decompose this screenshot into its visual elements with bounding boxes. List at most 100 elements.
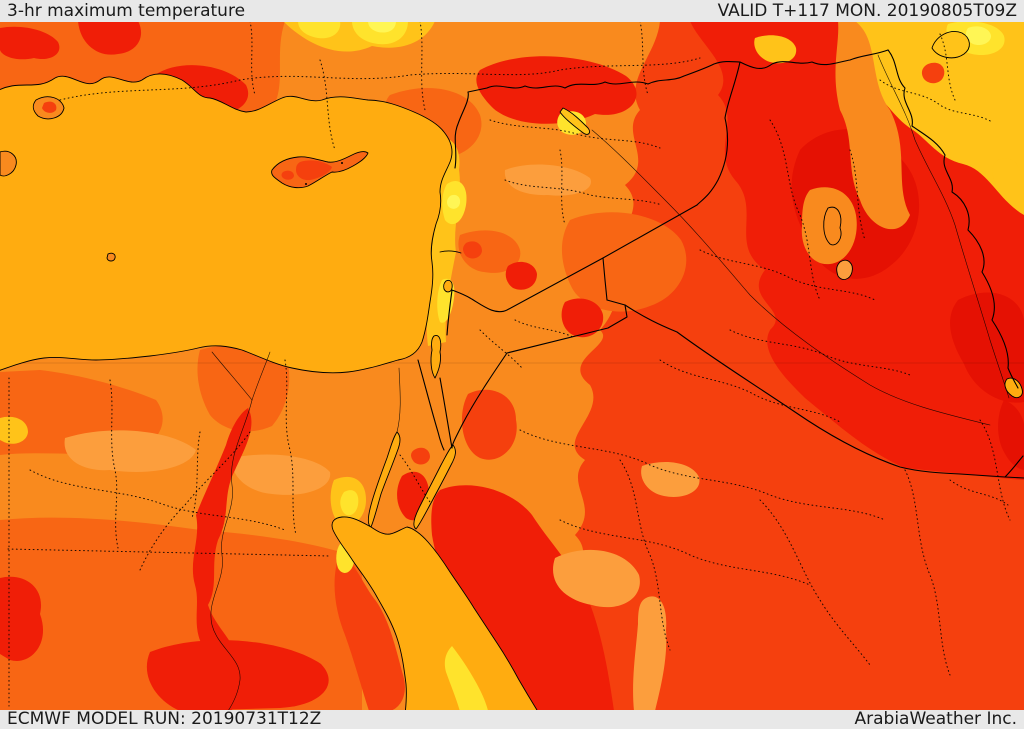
- admin-line: [729, 329, 911, 376]
- temp-blob: [561, 212, 687, 312]
- country-borders: [417, 49, 1024, 479]
- border-syria-jordan: [451, 204, 698, 313]
- admin-line: [639, 22, 649, 96]
- admin-line: [109, 379, 119, 549]
- border-turkey-syria-iraq: [454, 49, 889, 169]
- temp-blob: [843, 22, 1024, 215]
- temp-blob: [641, 461, 700, 497]
- temp-blob: [298, 22, 341, 39]
- sea-layer: [0, 73, 1023, 711]
- temp-blob: [64, 430, 196, 472]
- cyprus-marker: [341, 162, 343, 164]
- footer-bar: ECMWF MODEL RUN: 20190731T12Z ArabiaWeat…: [0, 710, 1024, 729]
- admin-line: [319, 59, 336, 151]
- sea-of-galilee: [443, 279, 453, 293]
- admin-line: [419, 22, 426, 111]
- mediterranean-sea: [0, 73, 453, 374]
- temp-blob: [835, 22, 910, 230]
- temp-blob: [446, 194, 461, 209]
- cyprus-marker: [305, 183, 307, 185]
- admin-line: [249, 22, 256, 96]
- temp-blob: [340, 490, 359, 516]
- temp-blob: [411, 447, 430, 465]
- border-iraq-saudi: [624, 304, 1024, 479]
- islands: [0, 96, 369, 262]
- temp-blob: [992, 158, 1024, 206]
- temp-blob: [461, 389, 517, 460]
- admin-line: [479, 329, 523, 369]
- header-bar: 3-hr maximum temperature VALID T+117 MON…: [0, 0, 1024, 22]
- credit-label: ArabiaWeather Inc.: [854, 709, 1018, 729]
- border-syria-iraq: [696, 61, 741, 206]
- admin-line: [191, 431, 201, 519]
- border-kuwait-corner: [1004, 455, 1024, 478]
- temp-blob: [0, 416, 28, 444]
- border-jordan-saudi-west: [451, 352, 508, 449]
- temp-blob: [633, 596, 667, 711]
- temp-blob: [505, 261, 537, 290]
- admin-line: [659, 359, 841, 423]
- admin-line: [559, 149, 566, 226]
- valid-time-label: VALID T+117 MON. 20190805T09Z: [717, 1, 1017, 21]
- border-egypt-sudan: [7, 548, 331, 557]
- red-sea-yellow-core: [444, 646, 489, 711]
- temp-blob: [0, 26, 60, 60]
- temp-blob: [754, 35, 797, 64]
- lake-razzaza: [836, 259, 853, 280]
- admin-line: [29, 469, 286, 531]
- border-israel-egypt: [417, 359, 445, 451]
- temp-blob: [463, 241, 482, 259]
- temp-blob: [146, 640, 329, 711]
- temp-blob: [504, 164, 591, 196]
- lake-assad: [559, 107, 591, 135]
- temp-blob: [965, 26, 991, 46]
- rivers: [210, 54, 1010, 711]
- nile-river: [210, 399, 253, 711]
- temp-blob: [950, 292, 1024, 403]
- map-title: 3-hr maximum temperature: [7, 1, 246, 21]
- admin-line: [619, 459, 671, 651]
- admin-line: [399, 454, 431, 503]
- cyprus-west-patch: [281, 170, 294, 180]
- admin-line: [519, 429, 886, 521]
- temp-blob: [921, 62, 945, 84]
- admin-borders: [7, 22, 1011, 707]
- temp-blob: [78, 22, 142, 55]
- temp-blob: [192, 408, 252, 711]
- admin-line: [849, 149, 866, 241]
- temp-blob: [197, 344, 290, 432]
- admin-line: [939, 33, 956, 101]
- border-lebanon: [439, 250, 462, 254]
- temp-blob: [553, 549, 640, 608]
- tigris-river: [877, 54, 1010, 399]
- aegean-island-patch: [42, 101, 57, 113]
- dead-sea: [430, 334, 442, 379]
- gulf-of-aqaba: [413, 444, 456, 530]
- temp-blob: [231, 454, 331, 495]
- cyprus-hot-patch: [296, 160, 332, 181]
- red-sea: [331, 516, 539, 711]
- temp-blob: [998, 400, 1024, 470]
- border-jordan-saudi-hiccup: [506, 299, 628, 354]
- admin-line: [769, 119, 821, 301]
- model-run-label: ECMWF MODEL RUN: 20190731T12Z: [7, 709, 322, 729]
- temp-blob: [368, 22, 396, 33]
- border-jordan-iraq: [602, 257, 608, 301]
- admin-line: [59, 57, 701, 101]
- nile-delta-branch: [251, 351, 271, 401]
- border-israel-jordan-south: [439, 377, 453, 449]
- border-iran: [887, 49, 1019, 389]
- admin-line: [559, 519, 811, 586]
- lake-tharthar: [823, 206, 842, 246]
- temp-blob: [561, 298, 604, 338]
- temp-blob: [0, 576, 44, 661]
- island-tiny: [106, 252, 116, 262]
- border-israel-jordan: [446, 289, 453, 336]
- temp-blob: [458, 230, 521, 273]
- nile-delta-branch: [211, 351, 253, 401]
- suez-canal: [396, 367, 401, 433]
- island-small: [0, 150, 17, 177]
- temp-blob: [476, 56, 637, 124]
